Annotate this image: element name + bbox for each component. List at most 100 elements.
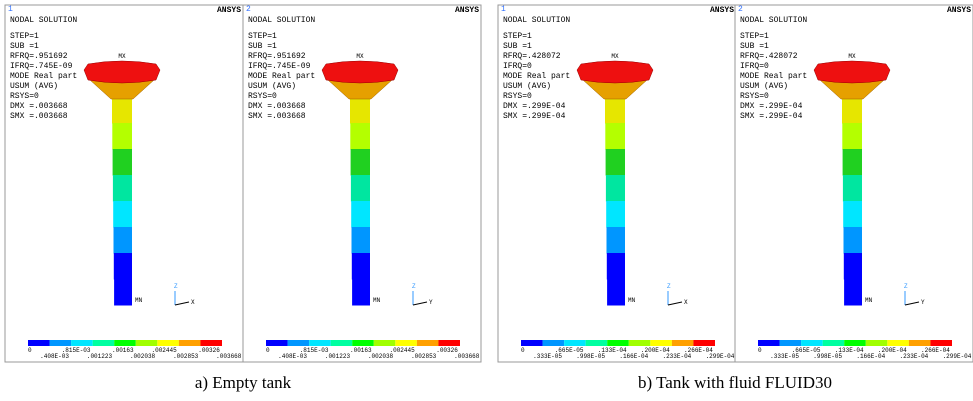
- info-line: SMX =.299E-04: [740, 112, 803, 121]
- info-line: SMX =.299E-04: [503, 112, 566, 121]
- info-line: IFRQ=0: [740, 62, 769, 71]
- legend-swatch: [200, 340, 222, 346]
- info-line: MODE Real part: [10, 72, 77, 81]
- stem-band: [113, 175, 132, 202]
- legend-swatch: [607, 340, 629, 346]
- stem-band: [114, 227, 133, 254]
- legend-label: .001223: [87, 353, 113, 360]
- legend-swatch: [374, 340, 396, 346]
- info-line: RSYS=0: [248, 92, 277, 101]
- info-line: RFRQ=.951692: [10, 52, 68, 61]
- stem-band: [606, 149, 625, 176]
- axis-line: [905, 302, 919, 305]
- legend-swatch: [136, 340, 158, 346]
- info-line: RFRQ=.951692: [248, 52, 306, 61]
- legend-swatch: [114, 340, 136, 346]
- axis-label: Z: [904, 283, 908, 290]
- caption: b) Tank with fluid FLUID30: [638, 373, 832, 392]
- legend-swatch: [780, 340, 802, 346]
- legend-label: .002853: [173, 353, 199, 360]
- info-line: SUB =1: [10, 42, 39, 51]
- stem-band: [114, 279, 132, 306]
- legend-swatch: [629, 340, 651, 346]
- cap: [814, 61, 890, 83]
- legend-swatch: [179, 340, 201, 346]
- legend-swatch: [543, 340, 565, 346]
- heading: NODAL SOLUTION: [740, 16, 807, 25]
- info-line: DMX =.003668: [248, 102, 306, 111]
- max-label: MX: [611, 53, 619, 60]
- logo: ANSYS: [710, 6, 734, 15]
- legend-swatch: [693, 340, 715, 346]
- heading: NODAL SOLUTION: [248, 16, 315, 25]
- legend-label: .998E-05: [813, 353, 842, 360]
- info-line: STEP=1: [248, 32, 277, 41]
- info-line: IFRQ=0: [503, 62, 532, 71]
- info-line: MODE Real part: [740, 72, 807, 81]
- cap: [84, 61, 160, 83]
- legend-label: .001223: [325, 353, 351, 360]
- legend-swatch: [309, 340, 331, 346]
- legend-swatch: [71, 340, 93, 346]
- stem-band: [112, 97, 132, 124]
- info-line: STEP=1: [10, 32, 39, 41]
- legend-swatch: [801, 340, 823, 346]
- max-label: MX: [356, 53, 364, 60]
- stem-band: [351, 175, 370, 202]
- stem-band: [844, 227, 863, 254]
- legend-label: .002038: [130, 353, 156, 360]
- figure-canvas: a) Empty tank b) Tank with fluid FLUID30…: [0, 0, 973, 401]
- legend-label: .408E-03: [278, 353, 307, 360]
- info-line: MODE Real part: [248, 72, 315, 81]
- info-line: STEP=1: [503, 32, 532, 41]
- legend-swatch: [564, 340, 586, 346]
- legend-swatch: [930, 340, 952, 346]
- logo: ANSYS: [217, 6, 241, 15]
- stem-band: [351, 201, 370, 228]
- heading: NODAL SOLUTION: [503, 16, 570, 25]
- stem-band: [605, 97, 625, 124]
- min-label: MN: [865, 297, 873, 304]
- stem-band: [606, 201, 625, 228]
- info-line: RSYS=0: [503, 92, 532, 101]
- panel-number: 1: [8, 5, 13, 14]
- stem-band: [113, 201, 132, 228]
- info-line: IFRQ=.745E-09: [10, 62, 73, 71]
- legend-swatch: [157, 340, 179, 346]
- caption: a) Empty tank: [195, 373, 292, 392]
- legend-label: .233E-04: [662, 353, 691, 360]
- stem-band: [606, 175, 625, 202]
- stem-band: [352, 227, 371, 254]
- legend-swatch: [887, 340, 909, 346]
- legend-swatch: [672, 340, 694, 346]
- info-line: MODE Real part: [503, 72, 570, 81]
- legend-label: 0: [521, 347, 525, 354]
- legend-swatch: [417, 340, 439, 346]
- legend-swatch: [521, 340, 543, 346]
- cap: [322, 61, 398, 83]
- panel-number: 2: [246, 5, 251, 14]
- axis-label: X: [191, 299, 195, 306]
- figure: a) Empty tank b) Tank with fluid FLUID30…: [0, 0, 973, 401]
- max-label: MX: [118, 53, 126, 60]
- legend-swatch: [758, 340, 780, 346]
- info-line: USUM (AVG): [248, 82, 296, 91]
- legend-swatch: [352, 340, 374, 346]
- legend-label: 0: [266, 347, 270, 354]
- logo: ANSYS: [455, 6, 479, 15]
- legend-swatch: [909, 340, 931, 346]
- axis-label: Z: [412, 283, 416, 290]
- axis-label: Z: [174, 283, 178, 290]
- stem-band: [843, 149, 862, 176]
- stem-band: [607, 253, 625, 280]
- stem-band: [843, 175, 862, 202]
- legend-swatch: [650, 340, 672, 346]
- logo: ANSYS: [947, 6, 971, 15]
- panel-number: 1: [501, 5, 506, 14]
- min-label: MN: [135, 297, 143, 304]
- max-label: MX: [848, 53, 856, 60]
- info-line: USUM (AVG): [503, 82, 551, 91]
- info-line: DMX =.299E-04: [503, 102, 566, 111]
- info-line: SUB =1: [740, 42, 769, 51]
- axis-line: [175, 302, 189, 305]
